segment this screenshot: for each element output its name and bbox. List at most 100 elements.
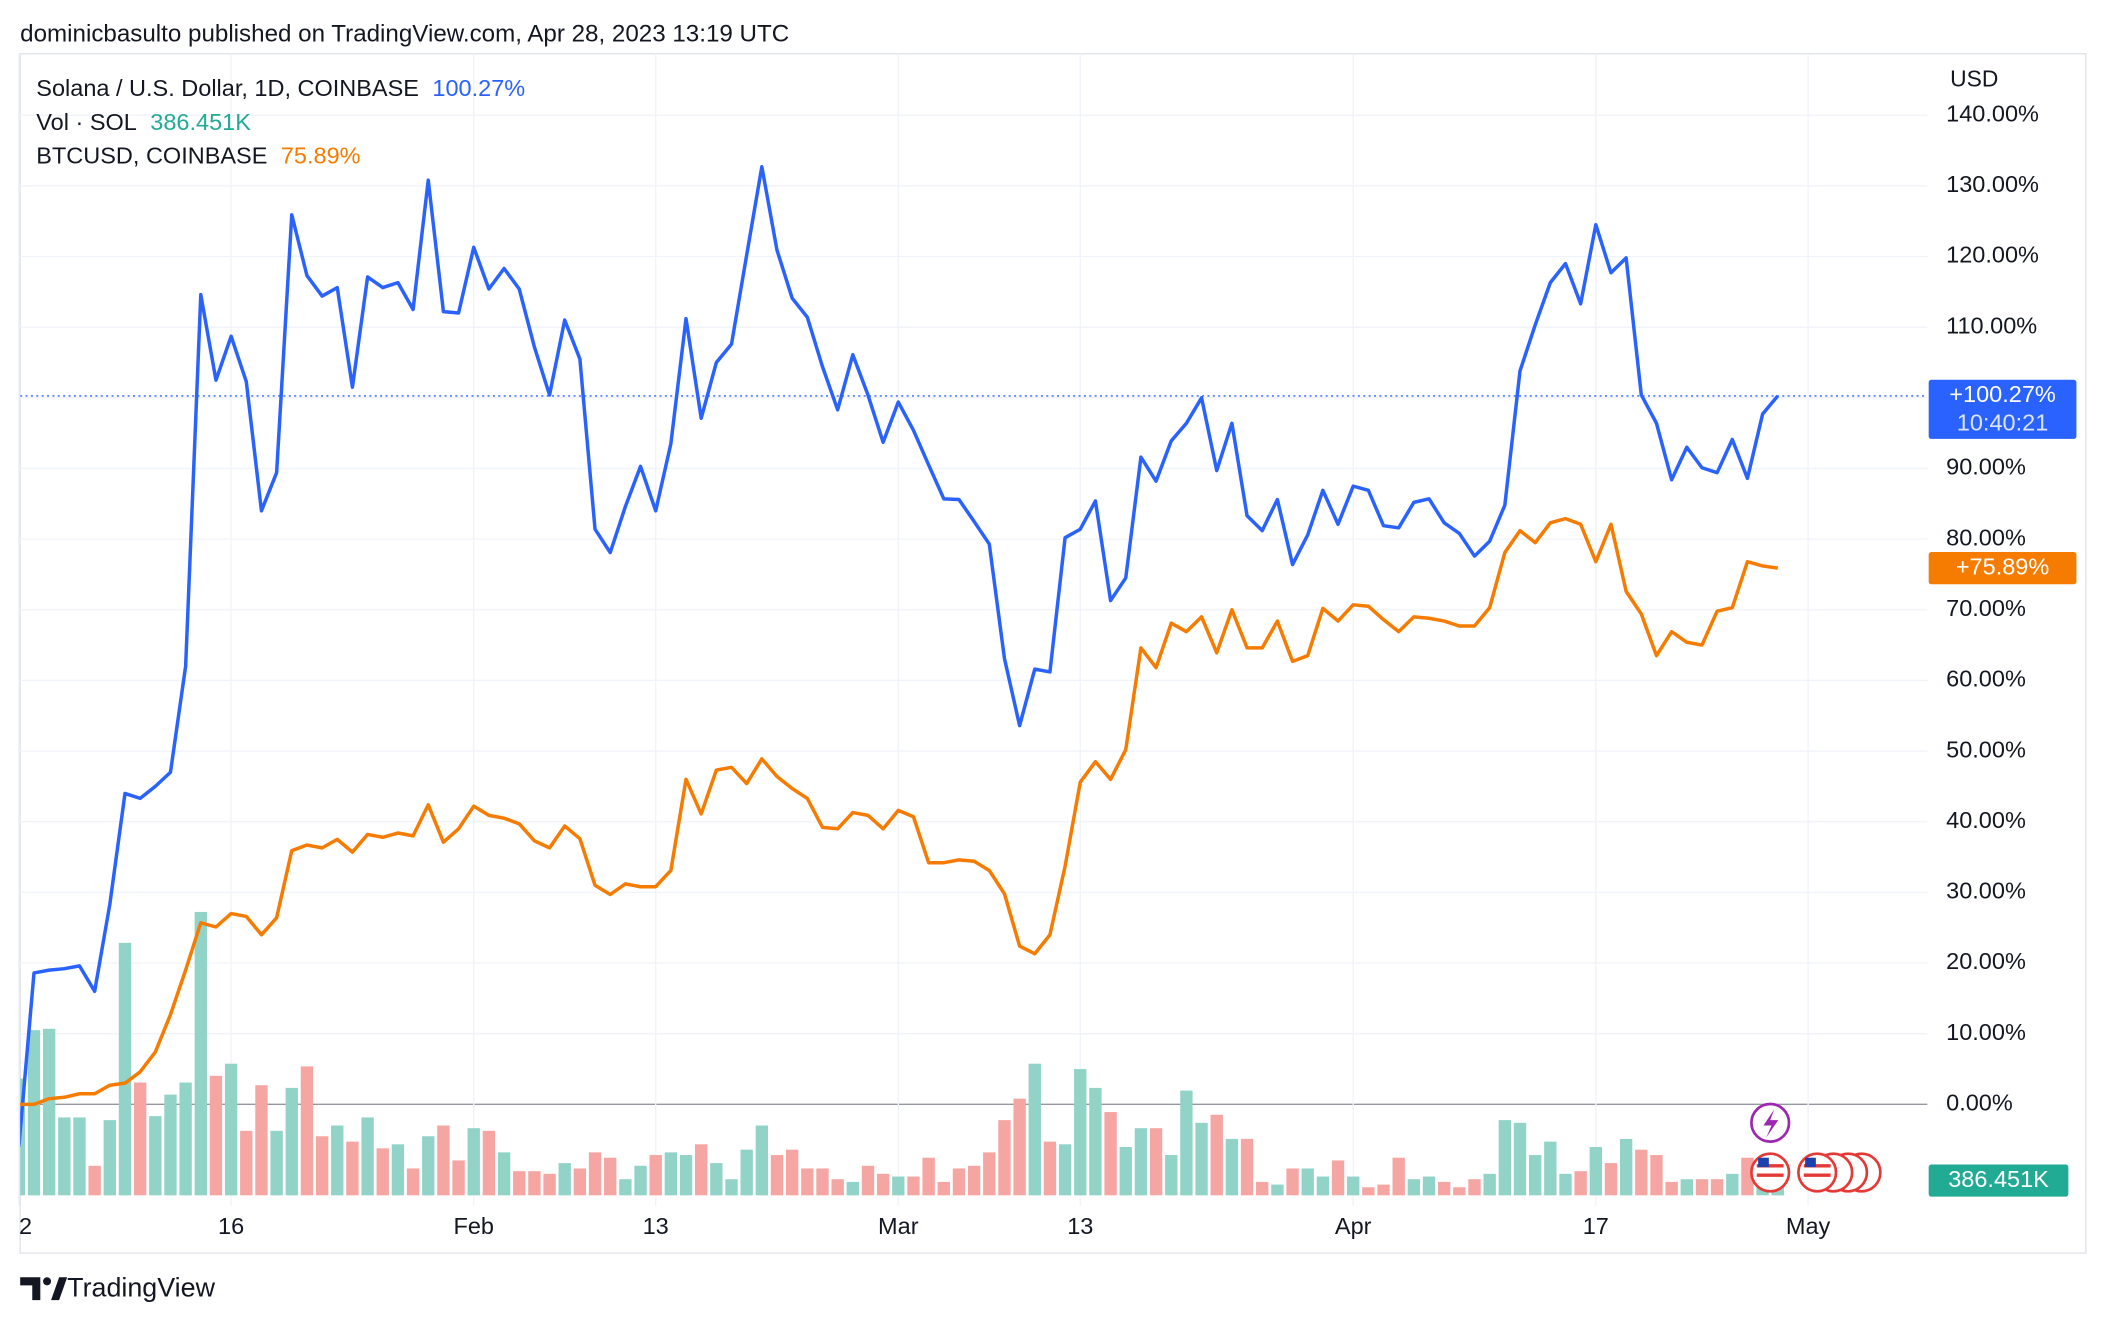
- x-tick-label: 13: [643, 1213, 669, 1239]
- volume-bar: [513, 1171, 526, 1196]
- volume-bar: [164, 1094, 177, 1196]
- footer-logo: [20, 1277, 68, 1301]
- volume-bar: [1225, 1138, 1239, 1196]
- volume-bar: [1210, 1114, 1223, 1196]
- price-tag: [1928, 552, 2077, 585]
- volume-bar: [1559, 1173, 1572, 1196]
- volume-bar: [1347, 1176, 1360, 1196]
- volume-bar: [300, 1066, 314, 1196]
- volume-bar: [1195, 1122, 1208, 1196]
- x-tick-label: Apr: [1335, 1213, 1372, 1239]
- volume-bar: [740, 1149, 753, 1196]
- chart-frame: [19, 53, 2087, 1254]
- volume-bar: [497, 1152, 511, 1196]
- series-line: [20, 516, 1779, 1107]
- volume-bar: [816, 1168, 829, 1196]
- volume-bar: [1013, 1098, 1026, 1196]
- volume-bar: [1422, 1176, 1436, 1196]
- x-tick-label: 17: [1583, 1213, 1609, 1239]
- legend-value: 386.451K: [150, 109, 251, 135]
- publish-info: dominicbasulto published on TradingView.…: [20, 20, 789, 47]
- volume-bar: [861, 1165, 875, 1196]
- volume-bar: [467, 1128, 480, 1196]
- volume-bar: [361, 1117, 374, 1196]
- x-tick-label: 2: [19, 1213, 32, 1239]
- flag-icon[interactable]: [1797, 1152, 1838, 1193]
- y-tick-label: 60.00%: [1946, 666, 2026, 692]
- volume-bar: [983, 1152, 996, 1196]
- volume-bar: [285, 1087, 298, 1196]
- currency-label: USD: [1950, 66, 1998, 92]
- volume-bar: [255, 1085, 268, 1196]
- grid: [18, 53, 1928, 1207]
- volume-bar: [118, 942, 132, 1196]
- volume-bar: [1104, 1112, 1117, 1196]
- volume-bar: [1286, 1168, 1299, 1196]
- volume-bar: [1741, 1157, 1754, 1196]
- volume-bar: [1240, 1138, 1254, 1196]
- volume-bar: [209, 1075, 223, 1196]
- volume-bar: [194, 911, 207, 1196]
- volume-bar: [664, 1152, 678, 1196]
- y-tick-label: 10.00%: [1946, 1019, 2026, 1045]
- volume-bar: [1650, 1155, 1663, 1196]
- volume-bar: [42, 1028, 56, 1196]
- volume-bar: [482, 1130, 496, 1196]
- legend-name: Vol · SOL: [36, 109, 137, 135]
- volume-bar: [270, 1130, 283, 1196]
- volume-bar: [1165, 1155, 1178, 1196]
- volume-bar: [1271, 1184, 1284, 1196]
- y-axis: 0.00% 10.00% 20.00% 30.00% 40.00% 50.00% 60.00…: [1928, 100, 2077, 1197]
- volume-bar: [710, 1163, 723, 1196]
- price-tag: [1928, 379, 2077, 439]
- volume-bar: [27, 1030, 41, 1196]
- volume-bar: [1043, 1141, 1057, 1196]
- volume-bar: [1316, 1176, 1330, 1196]
- volume-bar: [573, 1168, 587, 1196]
- plot-area: [20, 165, 1928, 1196]
- volume-bar: [588, 1152, 602, 1196]
- volume-bar: [543, 1173, 556, 1196]
- volume-bar: [1256, 1181, 1269, 1196]
- legend-name: BTCUSD, COINBASE: [36, 142, 267, 168]
- volume-bar: [1089, 1087, 1102, 1196]
- volume-tag-label: 386.451K: [1948, 1166, 2049, 1192]
- volume-bar: [1513, 1122, 1527, 1196]
- volume-bar: [1362, 1187, 1375, 1196]
- volume-bar: [376, 1148, 389, 1196]
- y-tick-label: 70.00%: [1946, 595, 2026, 621]
- volume-bar: [558, 1163, 571, 1196]
- volume-bar: [634, 1165, 647, 1196]
- volume-bar: [1665, 1181, 1678, 1196]
- volume-bar: [331, 1125, 344, 1196]
- y-tick-label: 140.00%: [1946, 100, 2039, 126]
- volume-bar: [1726, 1173, 1739, 1196]
- volume-bar: [967, 1165, 981, 1196]
- volume-bar: [725, 1179, 738, 1196]
- volume-bar: [1392, 1157, 1405, 1196]
- volume-bar: [695, 1144, 708, 1196]
- y-tick-label: 80.00%: [1946, 524, 2026, 550]
- volume-bar: [876, 1173, 890, 1196]
- volume-bar: [1544, 1141, 1557, 1196]
- x-tick-label: 16: [218, 1213, 244, 1239]
- y-tick-label: 20.00%: [1946, 948, 2026, 974]
- volume-bar: [892, 1176, 905, 1196]
- volume-bar: [1680, 1179, 1693, 1196]
- y-tick-label: 120.00%: [1946, 242, 2039, 268]
- flag-icon[interactable]: [1750, 1152, 1791, 1193]
- volume-bar: [1498, 1120, 1512, 1196]
- volume-bar: [785, 1149, 799, 1196]
- volume-bar: [422, 1136, 435, 1196]
- volume-bar: [528, 1171, 541, 1196]
- volume-bar: [1377, 1184, 1390, 1196]
- volume-bar: [1468, 1179, 1481, 1196]
- footer-brand: TradingView: [67, 1272, 215, 1302]
- volume-bar: [452, 1160, 465, 1196]
- volume-bar: [649, 1155, 662, 1196]
- volume-bar: [88, 1165, 101, 1196]
- volume-bar: [1134, 1128, 1148, 1196]
- volume-bar: [922, 1157, 935, 1196]
- logo-mark: [20, 1277, 41, 1301]
- volume-bar: [1438, 1181, 1451, 1196]
